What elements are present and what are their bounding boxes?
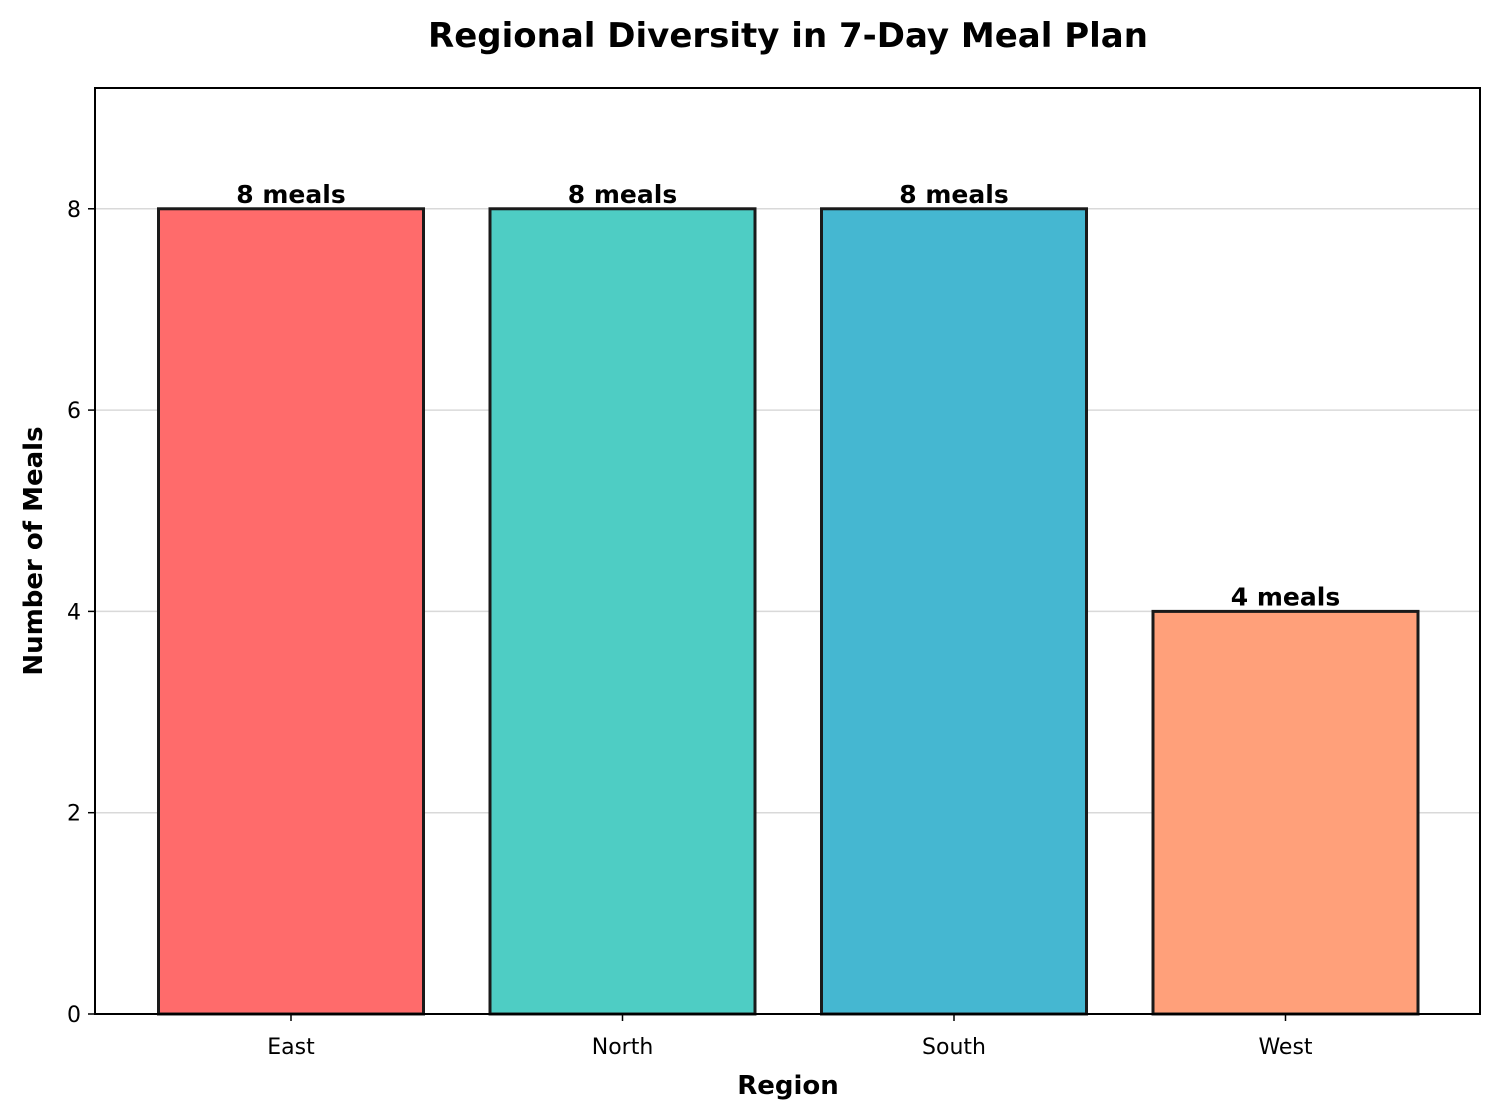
- y-axis-ticks: 0 2 4 6 8: [67, 198, 95, 1028]
- y-axis-label: Number of Meals: [19, 426, 49, 675]
- y-tick-label: 6: [67, 399, 81, 424]
- bar-north: [488, 207, 757, 1016]
- x-axis-label: Region: [737, 1071, 839, 1101]
- bar-south: [820, 207, 1088, 1016]
- bar-east: [157, 207, 425, 1016]
- x-tick-label-south: South: [922, 1035, 986, 1060]
- data-label-north: 8 meals: [568, 180, 677, 209]
- x-tick-label-east: East: [267, 1035, 315, 1060]
- x-tick-label-west: West: [1258, 1035, 1312, 1060]
- data-label-west: 4 meals: [1231, 582, 1340, 611]
- y-tick-label: 4: [67, 600, 81, 625]
- data-label-east: 8 meals: [236, 180, 345, 209]
- data-labels: 8 meals 8 meals 8 meals 4 meals: [236, 180, 1340, 612]
- y-tick-label: 0: [67, 1003, 81, 1028]
- bar-west: [1151, 609, 1420, 1016]
- chart-title: Regional Diversity in 7-Day Meal Plan: [428, 16, 1148, 56]
- y-tick-label: 2: [67, 802, 81, 827]
- plot-frame: [94, 87, 1481, 1015]
- data-label-south: 8 meals: [899, 180, 1008, 209]
- x-tick-label-north: North: [592, 1035, 654, 1060]
- x-axis-ticks: East North South West: [267, 1014, 1313, 1060]
- y-tick-label: 8: [67, 198, 81, 223]
